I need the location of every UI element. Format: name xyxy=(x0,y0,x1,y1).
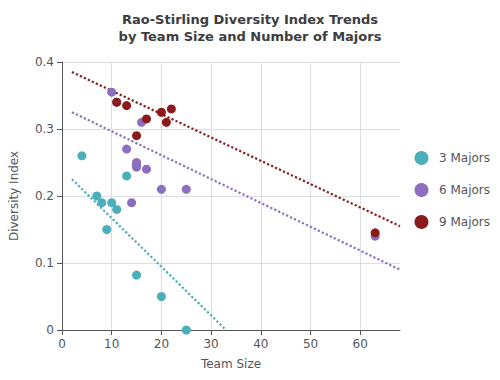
svg-text:50: 50 xyxy=(303,337,318,351)
svg-text:0.1: 0.1 xyxy=(35,256,54,270)
svg-text:0.2: 0.2 xyxy=(35,189,54,203)
svg-text:Rao-Stirling Diversity Index T: Rao-Stirling Diversity Index Trends xyxy=(122,12,378,27)
svg-text:30: 30 xyxy=(203,337,218,351)
svg-text:0.3: 0.3 xyxy=(35,122,54,136)
svg-text:0.4: 0.4 xyxy=(35,55,54,69)
svg-text:60: 60 xyxy=(353,337,368,351)
svg-text:6 Majors: 6 Majors xyxy=(439,183,490,197)
svg-text:40: 40 xyxy=(253,337,268,351)
svg-text:3 Majors: 3 Majors xyxy=(439,151,490,165)
svg-text:10: 10 xyxy=(104,337,119,351)
svg-text:9 Majors: 9 Majors xyxy=(439,215,490,229)
svg-text:0: 0 xyxy=(58,337,66,351)
svg-text:Diversity Index: Diversity Index xyxy=(7,151,21,241)
svg-text:0: 0 xyxy=(46,323,54,337)
svg-text:20: 20 xyxy=(154,337,169,351)
svg-text:Team Size: Team Size xyxy=(200,357,261,371)
svg-text:by Team Size and Number of Maj: by Team Size and Number of Majors xyxy=(119,29,382,44)
